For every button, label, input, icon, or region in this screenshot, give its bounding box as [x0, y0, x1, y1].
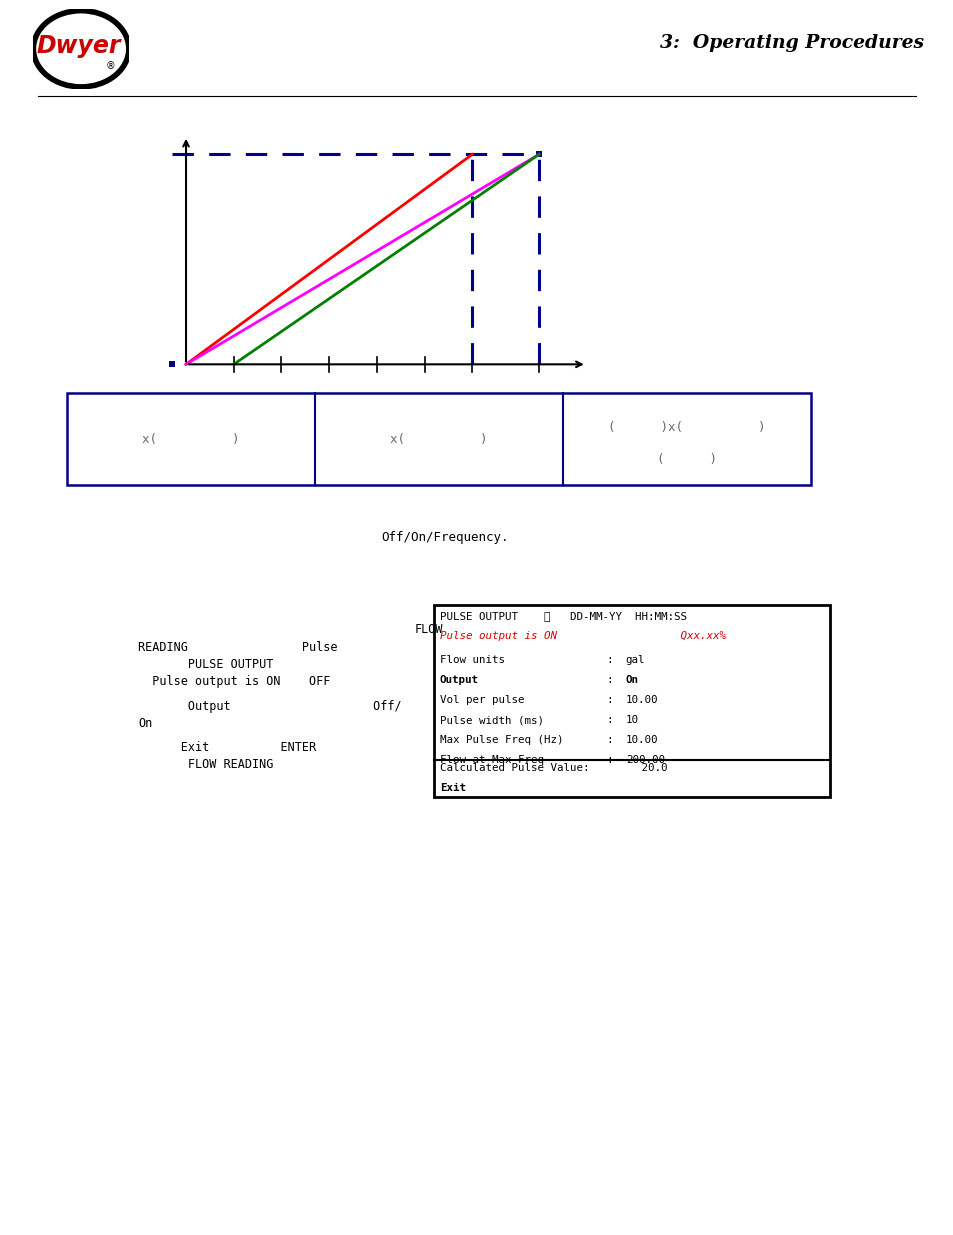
Text: Output: Output: [439, 674, 478, 684]
Text: 200.00: 200.00: [625, 756, 664, 766]
Text: PULSE OUTPUT: PULSE OUTPUT: [138, 658, 274, 671]
Text: :: :: [606, 695, 613, 705]
Text: Pulse width (ms): Pulse width (ms): [439, 715, 543, 725]
Text: (      ): ( ): [657, 453, 716, 466]
Text: ®: ®: [106, 62, 115, 72]
Text: FLOW READING: FLOW READING: [138, 758, 274, 771]
Text: 3:  Operating Procedures: 3: Operating Procedures: [659, 35, 923, 52]
Text: :: :: [606, 756, 613, 766]
FancyBboxPatch shape: [67, 393, 810, 485]
Text: :: :: [606, 715, 613, 725]
FancyBboxPatch shape: [434, 605, 829, 797]
Text: On: On: [138, 718, 152, 730]
Text: :: :: [606, 655, 613, 664]
Text: Calculated Pulse Value:        20.0: Calculated Pulse Value: 20.0: [439, 763, 666, 773]
Text: :: :: [606, 735, 613, 745]
Text: 10.00: 10.00: [625, 735, 658, 745]
Text: FLOW: FLOW: [415, 624, 443, 636]
Text: READING                Pulse: READING Pulse: [138, 641, 337, 653]
Text: x(          ): x( ): [142, 432, 239, 446]
Text: Vol per pulse: Vol per pulse: [439, 695, 524, 705]
Text: gal: gal: [625, 655, 644, 664]
Text: (      )x(          ): ( )x( ): [607, 421, 765, 435]
Text: Pulse output is ON    OFF: Pulse output is ON OFF: [138, 676, 331, 688]
Text: On: On: [625, 674, 639, 684]
Text: Dwyer: Dwyer: [37, 33, 121, 58]
Text: Pulse output is ON                   Qxx.xx%: Pulse output is ON Qxx.xx%: [439, 631, 725, 641]
Text: PULSE OUTPUT    ⎙   DD-MM-YY  HH:MM:SS: PULSE OUTPUT ⎙ DD-MM-YY HH:MM:SS: [439, 611, 686, 621]
Text: 10.00: 10.00: [625, 695, 658, 705]
Text: Flow units: Flow units: [439, 655, 504, 664]
Text: x(          ): x( ): [390, 432, 487, 446]
Text: Max Pulse Freq (Hz): Max Pulse Freq (Hz): [439, 735, 562, 745]
Text: :: :: [606, 674, 613, 684]
Text: Exit: Exit: [439, 783, 465, 793]
Text: 10: 10: [625, 715, 639, 725]
Text: Exit          ENTER: Exit ENTER: [138, 741, 316, 753]
Text: Output                    Off/: Output Off/: [138, 700, 401, 713]
Text: Off/On/Frequency.: Off/On/Frequency.: [381, 531, 509, 543]
Text: Flow at Max Freq: Flow at Max Freq: [439, 756, 543, 766]
